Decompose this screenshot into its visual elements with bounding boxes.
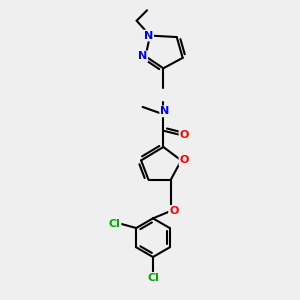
Text: N: N [160,106,170,116]
Text: O: O [169,206,178,216]
Text: N: N [138,51,147,62]
Text: O: O [179,130,189,140]
Text: Cl: Cl [147,273,159,283]
Text: N: N [144,31,153,40]
Text: Cl: Cl [109,219,121,229]
Text: O: O [179,155,189,165]
